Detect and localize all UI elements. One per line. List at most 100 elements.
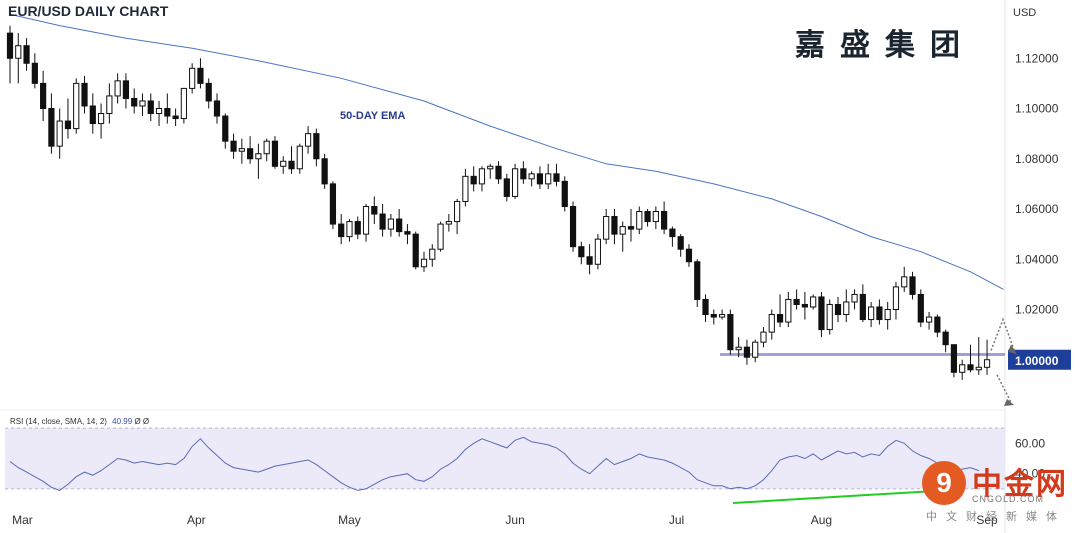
candle-body [371,205,378,215]
candle-body [818,296,825,331]
price-axis: USD 1.12000 1.10000 1.08000 1.06000 1.04000 1.… [1008,7,1071,481]
candle [304,126,312,154]
candle [710,309,717,325]
candle-body [454,200,461,223]
cngold-logo: 9 中金网 CNGOLD.COM 中文财经新媒体 [918,459,1080,525]
candle [834,296,842,323]
candle-body [462,175,469,202]
candle-body [917,293,924,323]
month-label: Apr [187,513,206,527]
candle-body [321,158,328,185]
rsi-legend-extra: Ø Ø [134,417,150,426]
candle [826,299,833,335]
candle [172,108,179,127]
candle-body [280,160,287,167]
candle-body [959,364,966,373]
candle [520,161,527,184]
candle [818,291,825,338]
candle [967,344,974,373]
candle [553,163,560,187]
candle-body [429,248,436,260]
candle-body [387,218,394,230]
candle-body [710,314,717,318]
candle-body [793,298,800,305]
candle-body [23,45,30,64]
candle-body [934,316,941,333]
candle-body [155,108,163,115]
candle-body [619,226,626,235]
candle-body [528,173,535,180]
candle [901,266,908,292]
candle [528,171,535,187]
candle-body [6,32,14,59]
price-tick-label: 1.12000 [1015,51,1059,65]
candle-body [586,256,593,265]
candle [545,163,552,189]
candle-body [901,276,908,288]
candle [619,221,626,252]
candle [404,224,411,245]
candle [917,289,924,328]
candle [271,136,279,169]
candle-body [511,168,519,197]
candle-body [164,108,171,117]
candle [321,153,328,189]
candle-body [545,173,552,185]
candle-body [338,223,345,238]
candle [89,93,96,134]
candle [950,344,958,378]
candle [412,231,419,270]
candle [429,244,436,267]
logo-icon: 9 [922,461,966,505]
candle-body [520,168,527,180]
candle [934,314,941,338]
candle-body [445,221,452,225]
down-arrowhead [1004,398,1015,406]
down-scenario-arrow [996,374,1012,403]
candle [652,206,659,230]
candle [793,289,800,310]
candle-body [230,140,237,152]
candle [371,196,378,225]
candle [106,83,113,124]
candle [975,337,982,375]
candle [868,301,875,328]
candle-body [487,165,494,170]
time-axis: Mar Apr May Jun Jul Aug Sep [12,513,998,527]
candle-body [346,221,353,238]
candle-body [48,108,55,147]
candle [205,78,212,109]
candle-body [354,221,361,235]
candle-body [768,314,775,333]
candle [197,58,204,89]
candle-body [495,165,502,180]
candle [876,299,883,325]
candle [338,214,345,245]
candle [785,291,792,328]
candle [586,244,593,275]
candle-body [694,261,701,300]
candle [669,226,676,247]
candle-body [189,67,196,89]
projection-arrows [990,317,1018,406]
candle [892,281,900,320]
candle [296,143,303,174]
candle-body [561,180,568,207]
candle [139,93,146,117]
candle [603,209,610,245]
candle-body [909,276,916,295]
candle [6,25,14,84]
candle-body [238,148,245,152]
rsi-tick-label: 60.00 [1015,436,1045,450]
month-label: May [338,513,361,527]
candle-body [304,133,312,147]
candle [594,234,601,270]
candle-body [296,145,303,170]
candle-body [868,306,875,321]
candle [222,113,229,149]
candle [843,289,850,323]
candle [247,136,254,164]
candle [122,73,130,109]
candle-body [329,183,337,225]
candle-body [139,100,146,107]
